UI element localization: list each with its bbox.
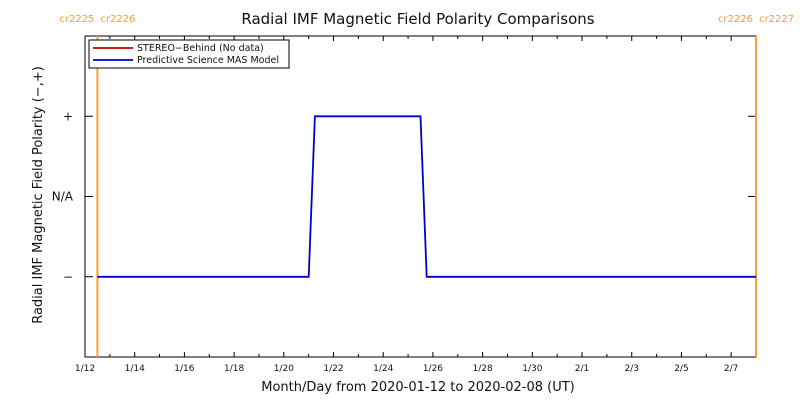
x-axis-ticks: 1/12 1/14 1/16 1/18 1/20 1/22 1/24 1/26 1/28 1/30… — [75, 36, 738, 374]
carrington-label-right: cr2227 — [759, 14, 794, 25]
y-axis-ticks: − N/A + — [52, 109, 756, 284]
x-tick-label: 1/30 — [522, 364, 542, 374]
legend-label-mas-model: Predictive Science MAS Model — [137, 55, 279, 66]
legend: STEREO−Behind (No data) Predictive Scien… — [88, 39, 290, 69]
x-tick-label: 1/28 — [473, 364, 493, 374]
carrington-label-right: cr2226 — [100, 14, 135, 25]
plot-frame — [84, 35, 757, 358]
carrington-label-left: cr2225 — [59, 14, 94, 25]
chart-title: Radial IMF Magnetic Field Polarity Compa… — [241, 10, 594, 28]
x-tick-label: 1/20 — [274, 364, 294, 374]
x-tick-label: 1/26 — [423, 364, 443, 374]
x-tick-label: 2/5 — [674, 364, 688, 374]
y-axis-label: Radial IMF Magnetic Field Polarity (−,+) — [31, 66, 46, 324]
y-tick-label: + — [63, 109, 73, 123]
x-tick-label: 2/7 — [724, 364, 738, 374]
x-tick-label: 1/18 — [224, 364, 244, 374]
x-tick-label: 1/16 — [174, 364, 194, 374]
x-tick-label: 1/22 — [323, 364, 343, 374]
x-tick-label: 1/24 — [373, 364, 393, 374]
legend-box — [88, 39, 290, 69]
x-tick-label: 2/3 — [624, 364, 638, 374]
x-tick-label: 1/12 — [75, 364, 95, 374]
y-tick-label: N/A — [52, 190, 74, 204]
x-axis-label: Month/Day from 2020-01-12 to 2020-02-08 … — [261, 380, 574, 395]
carrington-label-left: cr2226 — [718, 14, 753, 25]
x-tick-label: 2/1 — [575, 364, 589, 374]
carrington-markers: cr2225 cr2226 cr2226 cr2227 — [59, 14, 794, 357]
x-tick-label: 1/14 — [125, 364, 145, 374]
legend-label-stereo: STEREO−Behind (No data) — [137, 43, 264, 54]
series-lines — [97, 115, 756, 278]
y-tick-label: − — [63, 270, 73, 284]
series-line-1 — [97, 115, 756, 278]
